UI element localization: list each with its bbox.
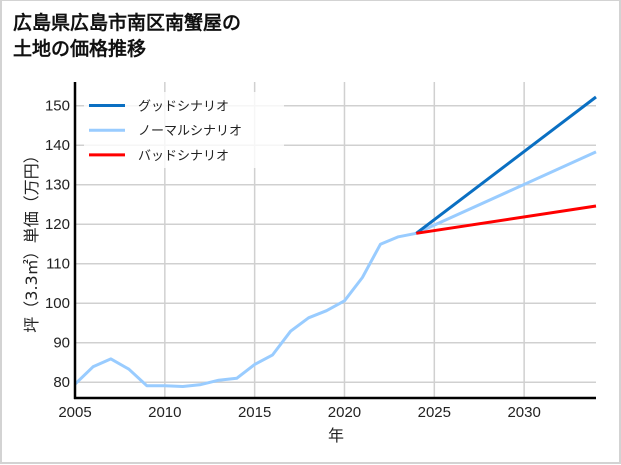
series-line [415, 95, 597, 235]
y-tick-label: 100 [45, 295, 70, 312]
y-tick-label: 140 [45, 137, 70, 154]
y-axis-label: 坪（3.3㎡）単価（万円） [22, 147, 41, 332]
y-tick-label: 120 [45, 216, 70, 233]
legend-label: ノーマルシナリオ [138, 124, 242, 139]
tick-labels: 80 90 100 110 120 130 140 150 2005 2010 2015 2020 20… [45, 98, 541, 421]
x-axis-label: 年 [328, 426, 344, 445]
series-line [73, 150, 597, 388]
x-tick-label: 2020 [328, 404, 361, 421]
legend-label: グッドシナリオ [138, 100, 229, 115]
x-tick-label: 2015 [238, 404, 271, 421]
y-tick-label: 90 [53, 335, 70, 352]
x-tick-label: 2025 [418, 404, 451, 421]
data-series [73, 95, 597, 388]
y-tick-label: 130 [45, 177, 70, 194]
x-tick-label: 2030 [507, 404, 540, 421]
axes [73, 82, 596, 400]
legend-label: バッドシナリオ [138, 149, 229, 164]
x-tick-label: 2010 [148, 404, 181, 421]
y-tick-label: 150 [45, 98, 70, 115]
y-tick-label: 80 [53, 374, 70, 391]
chart-title-line1: 広島県広島市南区南蟹屋の [13, 12, 242, 34]
y-tick-label: 110 [46, 256, 70, 273]
chart-title: 広島県広島市南区南蟹屋の 土地の価格推移 [13, 10, 433, 62]
chart-title-line2: 土地の価格推移 [13, 38, 147, 60]
x-tick-label: 2005 [58, 404, 91, 421]
series-line [416, 204, 597, 235]
